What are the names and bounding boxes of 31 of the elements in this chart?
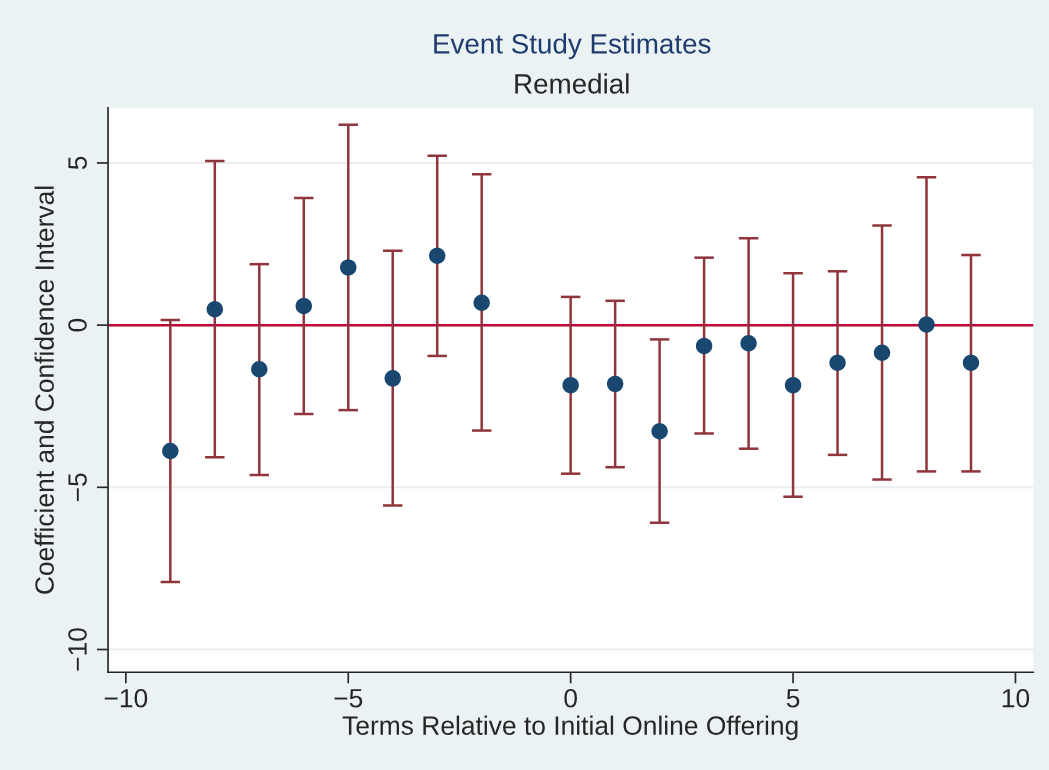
point [962, 354, 980, 371]
point [206, 301, 224, 318]
point [473, 294, 490, 311]
point [340, 259, 357, 276]
point [562, 376, 579, 394]
point [428, 247, 446, 264]
point [784, 376, 802, 394]
y-axis-title: Coefficient and Confidence Interval [34, 186, 54, 594]
y-tick-label: −10 [68, 628, 87, 671]
x-tick-label: 10 [1002, 688, 1030, 708]
x-tick-label: −5 [334, 689, 363, 708]
point [695, 337, 713, 355]
point [251, 361, 268, 378]
y-tick-label: −5 [68, 473, 87, 502]
point [740, 335, 757, 352]
point [162, 442, 179, 460]
point [606, 375, 624, 393]
point [384, 370, 401, 387]
chart-subtitle: Remedial [515, 73, 629, 94]
point [873, 344, 891, 361]
x-axis-title: Terms Relative to Initial Online Offering [342, 715, 798, 741]
y-tick-label: 0 [68, 318, 87, 332]
point [918, 316, 935, 333]
point [295, 297, 312, 315]
x-tick-label: 0 [564, 688, 577, 708]
point [829, 354, 846, 371]
y-tick-label: 5 [68, 156, 87, 170]
x-tick-label: −10 [104, 688, 148, 708]
x-tick-label: 5 [786, 689, 800, 708]
point [651, 422, 668, 440]
chart-title: Event Study Estimates [434, 33, 711, 60]
